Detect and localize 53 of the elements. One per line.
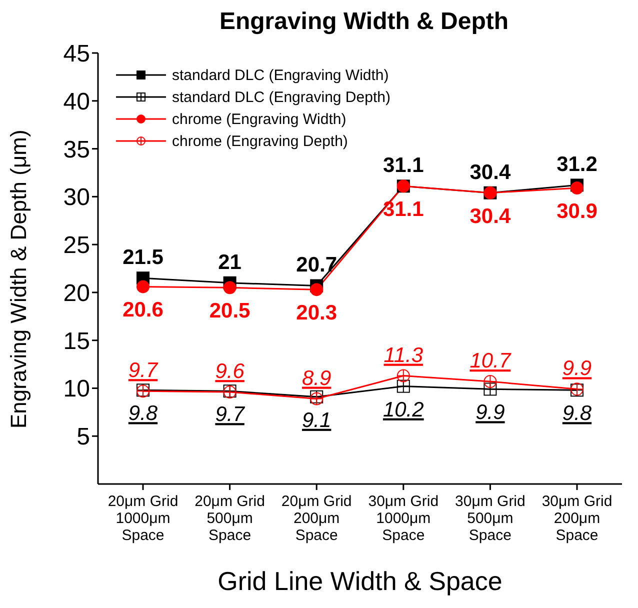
y-tick-label: 40 xyxy=(63,88,90,116)
data-label: 31.1 xyxy=(382,154,424,178)
legend-label: chrome (Engraving Width) xyxy=(172,110,346,128)
data-label: 9.7 xyxy=(215,403,246,426)
y-tick-label: 5 xyxy=(76,424,90,451)
y-tick-label: 10 xyxy=(63,376,90,403)
data-label: 21.5 xyxy=(122,246,164,270)
point xyxy=(223,281,236,294)
y-tick-label: 20 xyxy=(63,280,90,307)
x-tick-label: 30μm Grid 500μm Space xyxy=(455,493,526,544)
data-label: 10.7 xyxy=(470,350,512,373)
y-tick-label: 30 xyxy=(63,184,90,212)
data-label: 10.2 xyxy=(382,398,424,422)
data-label: 11.3 xyxy=(384,344,424,367)
y-tick-label: 45 xyxy=(63,40,90,68)
x-axis-title: Grid Line Width & Space xyxy=(218,566,502,596)
y-axis-title: Engraving Width & Depth (μm) xyxy=(6,130,31,428)
legend-label: chrome (Engraving Depth) xyxy=(172,132,348,150)
y-tick-label: 35 xyxy=(63,136,90,164)
data-label: 9.9 xyxy=(562,357,592,380)
point xyxy=(570,182,584,195)
data-label: 8.9 xyxy=(302,366,332,390)
y-tick-label: 15 xyxy=(63,328,90,355)
data-label: 9.9 xyxy=(476,401,506,424)
data-label: 30.9 xyxy=(556,200,598,224)
x-tick-label: 20μm Grid 1000μm Space xyxy=(108,493,178,544)
data-label: 30.4 xyxy=(470,204,511,228)
data-label: 20.3 xyxy=(296,302,338,325)
data-label: 31.1 xyxy=(382,198,424,222)
point xyxy=(484,382,497,396)
data-label: 9.8 xyxy=(562,402,592,426)
x-tick-label: 30μm Grid 1000μm Space xyxy=(368,493,439,544)
x-tick-label: 20μm Grid 500μm Space xyxy=(194,493,265,544)
data-label: 9.6 xyxy=(215,360,245,384)
data-label: 30.4 xyxy=(470,160,511,184)
data-label: 31.2 xyxy=(556,153,598,176)
point xyxy=(396,380,410,393)
legend-label: standard DLC (Engraving Width) xyxy=(172,66,389,84)
data-label: 9.8 xyxy=(128,402,158,426)
chart-title: Engraving Width & Depth xyxy=(218,8,510,36)
legend-label: standard DLC (Engraving Depth) xyxy=(172,88,390,106)
data-label: 21 xyxy=(218,250,242,274)
point xyxy=(396,369,410,382)
point xyxy=(136,280,150,294)
x-tick-label: 20μm Grid 200μm Space xyxy=(281,493,352,544)
data-label: 9.7 xyxy=(128,359,159,382)
y-tick-label: 25 xyxy=(63,232,90,260)
data-label: 20.6 xyxy=(122,298,164,322)
data-label: 9.1 xyxy=(302,408,332,432)
point xyxy=(310,283,324,296)
point xyxy=(484,375,497,388)
x-tick-label: 30μm Grid 200μm Space xyxy=(542,493,612,544)
data-label: 20.5 xyxy=(209,300,251,323)
